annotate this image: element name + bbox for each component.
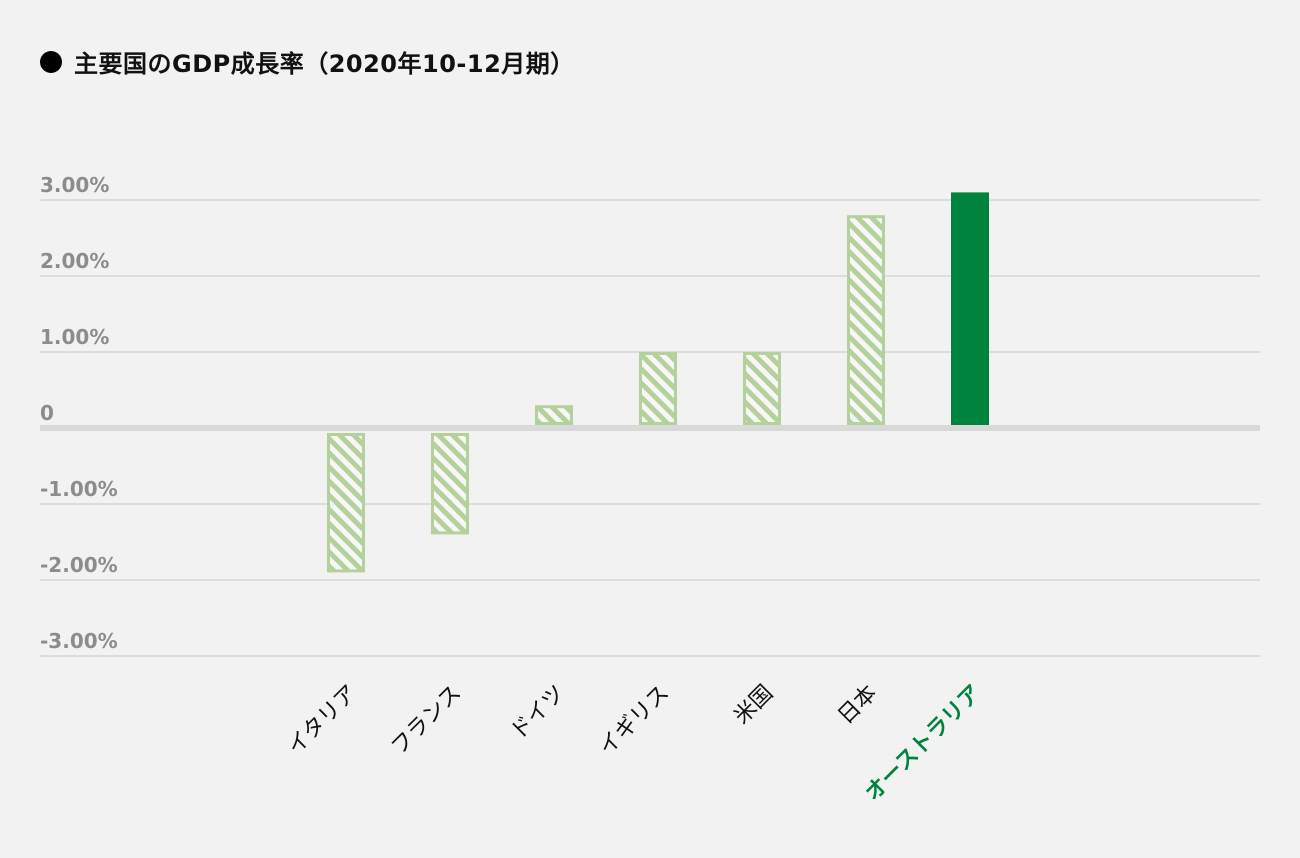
y-tick-label: 0 bbox=[40, 401, 54, 425]
bar-6 bbox=[847, 215, 885, 425]
labels-layer: 3.00% 2.00% 1.00% 0 -1.00% -2.00% -3.00% イタリア フラ… bbox=[40, 173, 986, 806]
x-category-label: ドイツ bbox=[506, 681, 570, 745]
y-tick-label: 2.00% bbox=[40, 249, 109, 273]
bar-5 bbox=[743, 352, 781, 425]
x-category-label: 米国 bbox=[729, 681, 778, 730]
bar-7 bbox=[951, 192, 989, 425]
x-category-label: フランス bbox=[387, 681, 467, 761]
x-category-label: イタリア bbox=[283, 681, 362, 760]
bar-3 bbox=[535, 405, 573, 426]
y-tick-label: 1.00% bbox=[40, 325, 109, 349]
y-tick-label: -2.00% bbox=[40, 553, 118, 577]
bar-2 bbox=[431, 433, 469, 535]
bars-layer bbox=[327, 192, 989, 573]
chart-title-row: 主要国のGDP成長率（2020年10-12月期） bbox=[40, 44, 575, 79]
x-category-label: 日本 bbox=[833, 681, 882, 730]
grid-layer bbox=[40, 199, 1260, 657]
chart-title: 主要国のGDP成長率（2020年10-12月期） bbox=[74, 50, 575, 78]
bar-4 bbox=[639, 352, 677, 425]
title-bullet-icon bbox=[40, 50, 62, 73]
bar-1 bbox=[327, 433, 365, 573]
x-category-label: イギリス bbox=[594, 681, 674, 761]
y-tick-label: -1.00% bbox=[40, 477, 118, 501]
y-tick-label: 3.00% bbox=[40, 173, 109, 197]
y-tick-label: -3.00% bbox=[40, 629, 118, 653]
